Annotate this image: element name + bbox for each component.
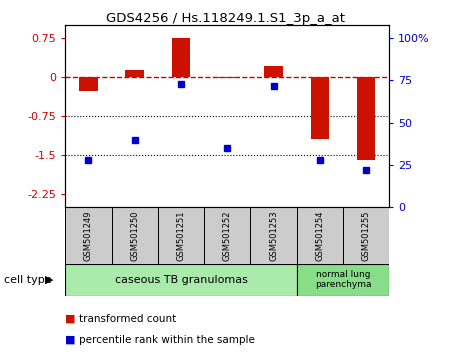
Text: GDS4256 / Hs.118249.1.S1_3p_a_at: GDS4256 / Hs.118249.1.S1_3p_a_at	[105, 12, 345, 25]
Bar	[218, 77, 237, 78]
Bar	[264, 67, 283, 77]
Bar	[112, 207, 158, 264]
Bar	[65, 264, 297, 296]
Text: GSM501253: GSM501253	[269, 210, 278, 261]
Bar	[65, 207, 112, 264]
Bar	[297, 207, 343, 264]
Text: normal lung
parenchyma: normal lung parenchyma	[315, 270, 371, 289]
Text: GSM501252: GSM501252	[223, 210, 232, 261]
Bar	[204, 207, 250, 264]
Text: cell type: cell type	[4, 275, 52, 285]
Text: ■: ■	[65, 314, 76, 324]
Bar	[357, 77, 375, 160]
Text: GSM501250: GSM501250	[130, 210, 139, 261]
Bar	[310, 77, 329, 139]
Text: transformed count: transformed count	[79, 314, 176, 324]
Bar	[172, 38, 190, 77]
Text: ▶: ▶	[45, 275, 54, 285]
Text: GSM501254: GSM501254	[315, 210, 324, 261]
Text: ■: ■	[65, 335, 76, 345]
Bar	[343, 207, 389, 264]
Text: caseous TB granulomas: caseous TB granulomas	[115, 275, 248, 285]
Text: percentile rank within the sample: percentile rank within the sample	[79, 335, 255, 345]
Bar	[158, 207, 204, 264]
Text: GSM501249: GSM501249	[84, 210, 93, 261]
Bar	[126, 70, 144, 77]
Text: GSM501255: GSM501255	[362, 210, 371, 261]
Bar	[297, 264, 389, 296]
Text: GSM501251: GSM501251	[176, 210, 185, 261]
Bar	[79, 77, 98, 91]
Bar	[250, 207, 297, 264]
